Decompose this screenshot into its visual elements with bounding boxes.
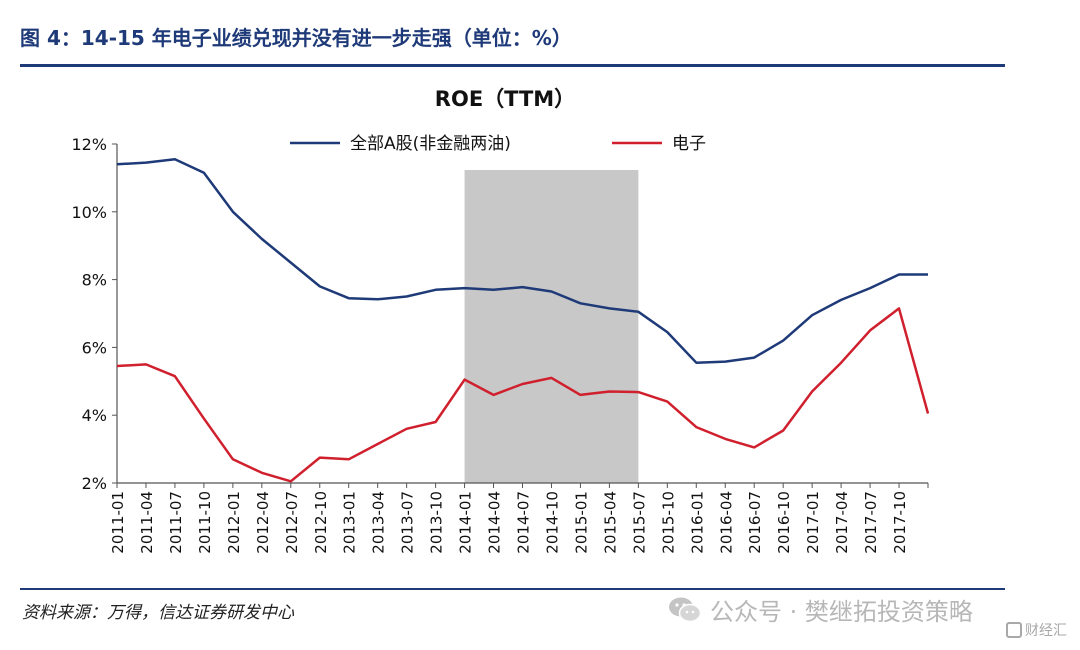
x-tick-label: 2014-01	[457, 491, 475, 554]
x-tick-label: 2011-04	[138, 491, 156, 554]
legend-label-electronics: 电子	[672, 134, 706, 154]
y-tick-label: 10%	[71, 203, 107, 222]
y-tick-label: 12%	[71, 135, 107, 154]
watermark: 公众号 · 樊继拓投资策略	[668, 592, 973, 627]
legend-label-all-a: 全部A股(非金融两油)	[350, 134, 511, 154]
x-tick-label: 2014-07	[515, 491, 533, 554]
watermark-logo-text: 财经汇	[1025, 623, 1067, 639]
watermark-text: 公众号 · 樊继拓投资策略	[710, 598, 973, 626]
y-tick-label: 2%	[82, 474, 107, 493]
x-tick-label: 2015-01	[572, 491, 590, 554]
x-tick-label: 2016-01	[688, 491, 706, 554]
y-tick-label: 6%	[82, 338, 107, 357]
source-note: 资料来源：万得，信达证券研发中心	[22, 603, 294, 623]
wechat-icon	[669, 597, 702, 622]
y-tick-label: 4%	[82, 406, 107, 425]
shaded-period-band	[464, 170, 639, 483]
x-tick-label: 2011-07	[167, 491, 185, 554]
legend: 全部A股(非金融两油) 电子	[290, 134, 706, 154]
x-tick-label: 2014-04	[486, 491, 504, 554]
x-tick-label: 2013-01	[341, 491, 359, 554]
x-tick-label: 2013-07	[399, 491, 417, 554]
x-tick-label: 2013-04	[370, 491, 388, 554]
x-tick-label: 2015-10	[659, 491, 677, 554]
watermark-logo: 财经汇	[1006, 620, 1067, 640]
x-tick-label: 2012-01	[225, 491, 243, 554]
series-line-electronics	[116, 307, 930, 483]
series-line-all-a	[116, 158, 928, 364]
x-tick-label: 2016-04	[717, 491, 735, 554]
x-tick-label: 2012-10	[312, 491, 330, 554]
figure-title: 图 4：14-15 年电子业绩兑现并没有进一步走强（单位：%）	[20, 26, 572, 50]
x-tick-label: 2012-07	[283, 491, 301, 554]
x-tick-label: 2017-01	[804, 491, 822, 554]
x-tick-label: 2015-07	[630, 491, 648, 554]
x-tick-label: 2014-10	[543, 491, 561, 554]
x-tick-label: 2017-04	[833, 491, 851, 554]
y-tick-label: 8%	[82, 271, 107, 290]
top-rule	[20, 64, 1005, 67]
x-tick-label: 2016-10	[775, 491, 793, 554]
x-tick-label: 2017-10	[891, 491, 909, 554]
x-tick-label: 2016-07	[746, 491, 764, 554]
x-tick-label: 2011-10	[196, 491, 214, 554]
logo-icon	[1006, 622, 1022, 638]
x-tick-label: 2015-04	[601, 491, 619, 554]
x-tick-label: 2011-01	[109, 491, 127, 554]
x-tick-label: 2013-10	[428, 491, 446, 554]
x-tick-label: 2012-04	[254, 491, 272, 554]
x-tick-label: 2017-07	[862, 491, 880, 554]
chart-title: ROE（TTM）	[435, 87, 575, 111]
bottom-rule	[20, 588, 1005, 590]
